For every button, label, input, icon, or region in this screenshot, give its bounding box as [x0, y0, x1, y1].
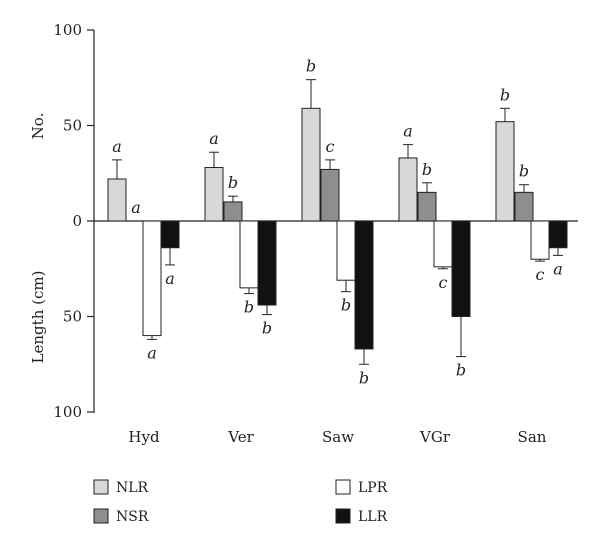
significance-letter: b	[306, 57, 316, 76]
bar-llr-vgr	[451, 220, 471, 317]
legend-label-nlr: NLR	[116, 480, 149, 496]
bar-llr-saw	[354, 220, 374, 350]
significance-letter: a	[553, 259, 563, 278]
bar-nlr-vgr	[398, 157, 418, 222]
bar-nlr-san	[495, 121, 515, 222]
significance-letter: b	[262, 319, 272, 338]
category-label: Hyd	[128, 428, 160, 446]
significance-letter: c	[439, 273, 448, 292]
bar-lpr-san	[530, 220, 550, 260]
category-label: Saw	[322, 428, 354, 446]
legend-swatch-llr	[335, 508, 351, 524]
legend-swatch-nlr	[93, 479, 109, 495]
category-label: San	[518, 428, 547, 446]
y-tick-label: 0	[72, 212, 82, 230]
bar-llr-ver	[257, 220, 277, 306]
legend-label-llr: LLR	[358, 509, 388, 525]
significance-letter: c	[536, 265, 545, 284]
y-ticks: 100 50 0 50 100	[53, 21, 94, 421]
bar-lpr-hyd	[142, 220, 162, 337]
category-label: Ver	[227, 428, 254, 446]
bar-lpr-saw	[336, 220, 356, 281]
y-axis-title-upper: No.	[29, 113, 47, 140]
significance-letter: a	[403, 122, 413, 141]
bar-llr-san	[548, 220, 568, 249]
legend-swatch-lpr	[335, 479, 351, 495]
significance-letter: b	[422, 160, 432, 179]
significance-letter: b	[341, 296, 351, 315]
significance-letter: a	[131, 198, 141, 217]
significance-letter: a	[209, 129, 219, 148]
bar-lpr-vgr	[433, 220, 453, 268]
significance-letter: b	[500, 85, 510, 104]
significance-letter: a	[147, 343, 157, 362]
bar-nsr-vgr	[417, 191, 437, 222]
bar-nsr-san	[514, 191, 534, 222]
significance-letter: b	[456, 361, 466, 380]
bars	[107, 79, 568, 365]
significance-letter: c	[326, 137, 335, 156]
significance-letter: b	[244, 298, 254, 317]
bar-nlr-saw	[301, 107, 321, 222]
bar-nsr-saw	[320, 168, 340, 222]
category-labels: Hyd Ver Saw VGr San	[128, 428, 546, 446]
legend-swatch-nsr	[93, 508, 109, 524]
y-tick-label: 100	[53, 21, 82, 39]
bar-nlr-hyd	[107, 178, 127, 222]
legend: NLR NSR LPR LLR	[93, 479, 388, 525]
significance-letter: a	[112, 137, 122, 156]
bar-llr-hyd	[160, 220, 180, 249]
significance-letter: b	[228, 173, 238, 192]
bar-nsr-ver	[223, 201, 243, 222]
legend-label-lpr: LPR	[358, 480, 388, 496]
significance-letter: a	[165, 269, 175, 288]
legend-label-nsr: NSR	[116, 509, 149, 525]
bar-nlr-ver	[204, 167, 224, 222]
bar-lpr-ver	[239, 220, 259, 289]
y-axis-title-lower: Length (cm)	[29, 271, 47, 364]
y-tick-label: 50	[63, 308, 82, 326]
y-tick-label: 100	[53, 403, 82, 421]
significance-letter: b	[359, 368, 369, 387]
significance-letter: b	[519, 162, 529, 181]
y-tick-label: 50	[63, 117, 82, 135]
category-label: VGr	[419, 428, 451, 446]
